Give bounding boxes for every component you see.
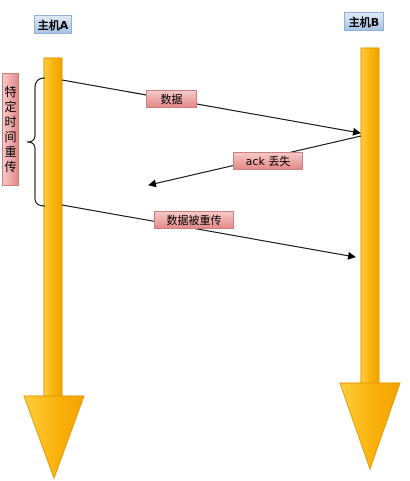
host-b-lifeline: [339, 47, 401, 471]
timeout-retransmit-text: 特定时间重传: [4, 84, 17, 174]
host-b-label: 主机B: [344, 12, 384, 31]
retransmit-arrow: [61, 204, 356, 260]
data-arrow: [61, 79, 361, 136]
host-a-lifeline: [23, 57, 85, 480]
ack-lost-label: ack 丢失: [233, 152, 303, 170]
data-label: 数据: [146, 90, 197, 108]
timeout-brace: [26, 77, 46, 207]
host-a-label: 主机A: [34, 15, 72, 34]
retransmit-label: 数据被重传: [154, 211, 234, 229]
timeout-retransmit-label: 特定时间重传: [2, 73, 19, 186]
